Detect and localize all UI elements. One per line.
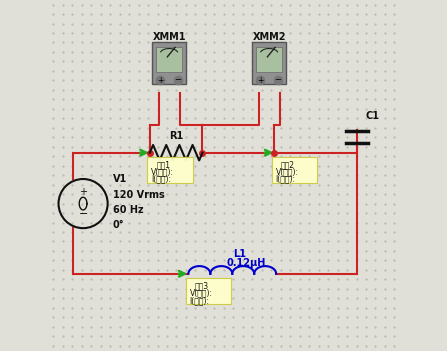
Text: 探针1: 探针1 xyxy=(156,160,170,169)
Text: XMM2: XMM2 xyxy=(253,32,286,42)
Text: 探针2: 探针2 xyxy=(281,160,295,169)
Text: +: + xyxy=(79,187,87,197)
Text: I(直流):: I(直流): xyxy=(275,175,295,184)
Text: L1: L1 xyxy=(233,250,246,259)
Text: I(直流):: I(直流): xyxy=(151,175,171,184)
Text: R1: R1 xyxy=(169,131,183,141)
Text: +: + xyxy=(257,75,264,85)
Text: −: − xyxy=(78,209,88,219)
Text: 0°: 0° xyxy=(113,220,125,230)
Text: V(直流):: V(直流): xyxy=(190,288,212,297)
Text: V(直流):: V(直流): xyxy=(275,167,299,176)
FancyBboxPatch shape xyxy=(152,42,186,84)
FancyBboxPatch shape xyxy=(156,47,182,72)
Text: 120 Vrms: 120 Vrms xyxy=(113,190,164,200)
Text: C1: C1 xyxy=(366,111,380,121)
Text: −: − xyxy=(174,75,181,85)
FancyBboxPatch shape xyxy=(272,157,317,183)
Text: 0.12μH: 0.12μH xyxy=(227,258,266,268)
Text: V(直流):: V(直流): xyxy=(151,167,174,176)
Text: −: − xyxy=(274,75,282,85)
FancyBboxPatch shape xyxy=(256,47,283,72)
Text: +: + xyxy=(157,75,164,85)
Text: 60 Hz: 60 Hz xyxy=(113,205,143,215)
FancyBboxPatch shape xyxy=(186,278,231,304)
Text: I(直流):: I(直流): xyxy=(190,296,210,305)
Text: XMM1: XMM1 xyxy=(152,32,186,42)
Text: V1: V1 xyxy=(113,174,127,184)
Text: 探针3: 探针3 xyxy=(195,281,209,290)
FancyBboxPatch shape xyxy=(148,157,193,183)
FancyBboxPatch shape xyxy=(252,42,286,84)
